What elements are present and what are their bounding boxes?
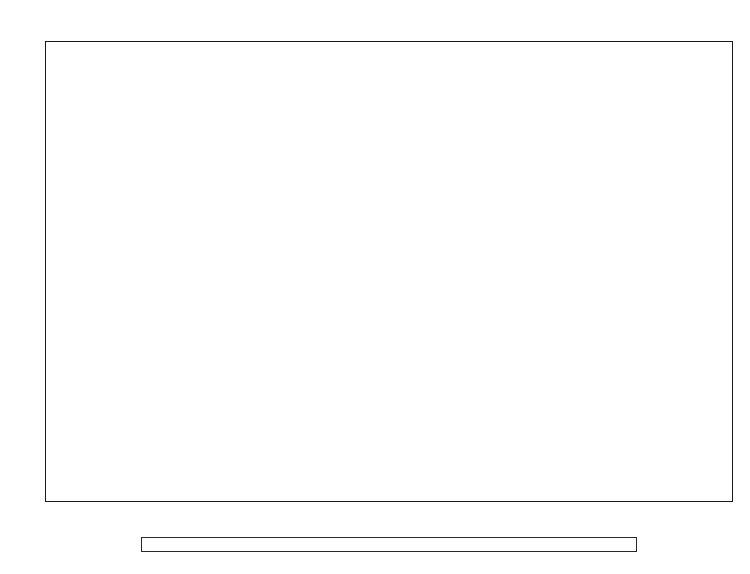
map-plot-area (45, 41, 733, 502)
unbalanced-circulation-map (46, 42, 732, 501)
colorbar (141, 537, 637, 552)
